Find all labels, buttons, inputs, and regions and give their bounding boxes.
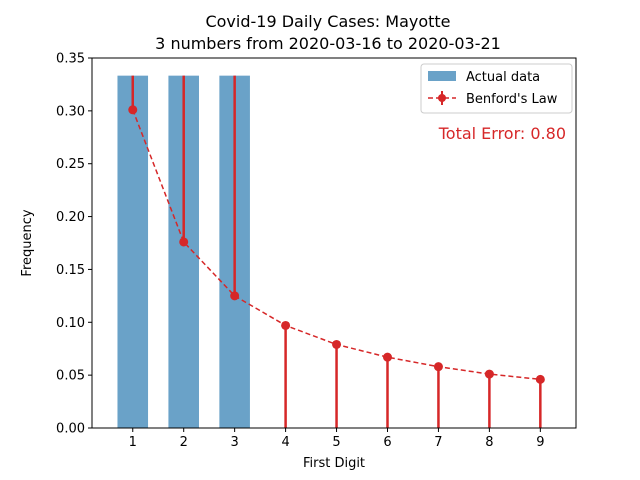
plot-frame — [91, 57, 577, 429]
y-axis-label: Frequency — [20, 209, 35, 276]
y-tick-label-3: 0.15 — [56, 263, 85, 278]
total-error-annotation: Total Error: 0.80 — [438, 124, 566, 143]
x-tick-label-1: 1 — [129, 435, 137, 450]
legend: Actual data Benford's Law — [420, 63, 573, 114]
x-tick-label-3: 3 — [231, 435, 239, 450]
y-tick-label-6: 0.30 — [56, 104, 85, 119]
y-tick-label-0: 0.00 — [56, 422, 85, 437]
error-stems-group — [131, 75, 542, 428]
bar-digit-1 — [117, 75, 149, 428]
y-tick-label-1: 0.05 — [56, 369, 85, 384]
x-axis: 1 2 3 4 5 6 7 8 9 — [129, 428, 544, 450]
y-axis: 0.00 0.05 0.10 0.15 0.20 0.25 0.30 0.35 — [56, 52, 92, 437]
x-tick-label-5: 5 — [332, 435, 340, 450]
benford-point-digit-9 — [535, 374, 545, 384]
x-tick-label-2: 2 — [180, 435, 188, 450]
chart-subtitle: 3 numbers from 2020-03-16 to 2020-03-21 — [155, 34, 501, 53]
benford-point-digit-6 — [382, 352, 392, 362]
benford-point-digit-5 — [332, 339, 342, 349]
benford-point-digit-1 — [128, 105, 138, 115]
y-tick-label-7: 0.35 — [56, 52, 85, 67]
legend-actual-swatch — [428, 71, 456, 81]
benford-point-digit-4 — [281, 320, 291, 330]
x-tick-label-8: 8 — [485, 435, 493, 450]
x-tick-label-4: 4 — [281, 435, 289, 450]
legend-benford-label: Benford's Law — [466, 92, 558, 107]
y-tick-label-4: 0.20 — [56, 210, 85, 225]
benford-point-digit-3 — [230, 291, 240, 301]
x-axis-label: First Digit — [303, 456, 365, 471]
chart-title: Covid-19 Daily Cases: Mayotte — [205, 12, 450, 31]
legend-box — [420, 63, 573, 114]
benford-point-digit-2 — [179, 237, 189, 247]
benford-point-digit-8 — [484, 369, 494, 379]
y-tick-label-2: 0.10 — [56, 316, 85, 331]
legend-benford-marker — [438, 94, 446, 102]
legend-actual-label: Actual data — [466, 70, 540, 85]
benford-line-group — [128, 105, 545, 384]
y-tick-label-5: 0.25 — [56, 157, 85, 172]
x-tick-label-7: 7 — [434, 435, 442, 450]
x-tick-label-6: 6 — [383, 435, 391, 450]
x-tick-label-9: 9 — [536, 435, 544, 450]
benford-point-digit-7 — [433, 362, 443, 372]
